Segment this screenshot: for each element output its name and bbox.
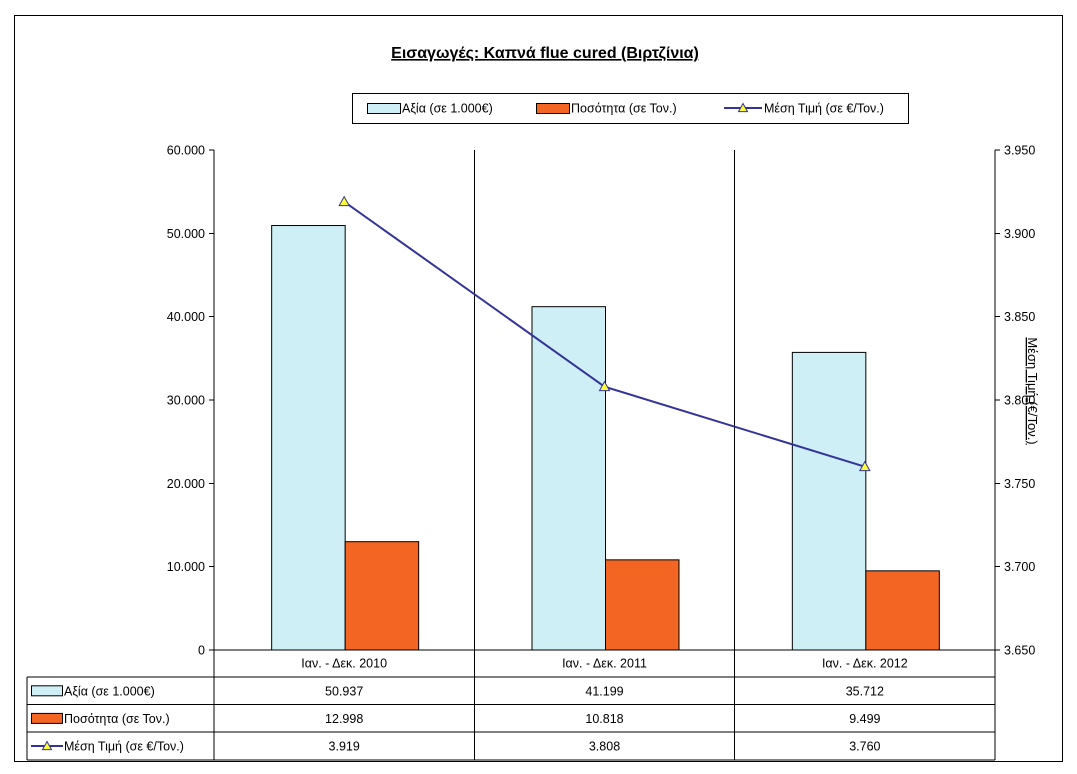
table-legend-key-marker-2 <box>41 740 53 751</box>
table-row-label-2: Μέση Τιμή (σε €/Τον.) <box>64 740 184 754</box>
chart-title: Εισαγωγές: Καπνά flue cured (Βιρτζίνια) <box>391 45 699 62</box>
legend-key-0 <box>367 103 401 114</box>
table-value-2-1: 3.808 <box>589 740 620 754</box>
bar-series-0-category-2 <box>791 351 867 651</box>
right-axis-tick-label: 3.900 <box>1004 227 1035 241</box>
table-row-label-1: Ποσότητα (σε Τον.) <box>64 712 170 726</box>
right-axis-tick-label: 3.650 <box>1004 644 1035 658</box>
data-table: Ιαν. - Δεκ. 2010 Ιαν. - Δεκ. 2011 Ιαν. - Δ… <box>26 650 996 761</box>
legend-label-2: Μέση Τιμή (σε €/Τον.) <box>764 102 884 116</box>
line-marker-2-category-0 <box>338 195 351 207</box>
legend-key-1 <box>536 103 570 114</box>
left-axis-tick-label: 20.000 <box>167 477 205 491</box>
legend-box <box>352 93 909 124</box>
table-value-1-2: 9.499 <box>849 712 880 726</box>
table-value-2-0: 3.919 <box>329 740 360 754</box>
legend-key-marker-2 <box>737 102 749 113</box>
legend: Αξία (σε 1.000€) Ποσότητα (σε Τον.) Μέση Τ… <box>352 93 909 124</box>
right-axis-title: Μέση Τιμή (€/Τον.) <box>1025 337 1040 444</box>
bar-series-1-category-1 <box>605 559 680 651</box>
plot-area: 0 10.000 20.000 30.000 40.000 50.000 60.000 3.6… <box>167 144 1036 658</box>
left-axis-tick-label: 60.000 <box>167 144 205 158</box>
right-axis-tick-label: 3.850 <box>1004 310 1035 324</box>
category-label-0: Ιαν. - Δεκ. 2010 <box>301 657 387 671</box>
table-value-1-1: 10.818 <box>585 712 623 726</box>
right-axis-tick-label: 3.800 <box>1004 394 1035 408</box>
table-value-2-2: 3.760 <box>849 740 880 754</box>
left-axis-tick-label: 30.000 <box>167 394 205 408</box>
bar-series-0-category-0 <box>271 225 346 651</box>
bar-series-1-category-2 <box>865 570 940 651</box>
left-axis-tick-label: 0 <box>198 644 205 658</box>
legend-label-0: Αξία (σε 1.000€) <box>402 102 493 116</box>
table-legend-key-1 <box>31 712 63 724</box>
left-axis-tick-label: 10.000 <box>167 560 205 574</box>
table-value-1-0: 12.998 <box>325 712 363 726</box>
table-legend-key-0 <box>31 685 63 697</box>
right-axis-tick-label: 3.700 <box>1004 560 1035 574</box>
right-axis-tick-label: 3.950 <box>1004 144 1035 158</box>
table-value-0-2: 35.712 <box>846 684 884 698</box>
left-axis-tick-label: 40.000 <box>167 310 205 324</box>
line-marker-2-category-1 <box>598 380 611 392</box>
table-value-0-1: 41.199 <box>585 684 623 698</box>
right-axis-tick-label: 3.750 <box>1004 477 1035 491</box>
left-axis-tick-label: 50.000 <box>167 227 205 241</box>
table-row-label-0: Αξία (σε 1.000€) <box>64 684 155 698</box>
bar-series-1-category-0 <box>344 541 420 651</box>
bar-series-0-category-1 <box>531 306 606 651</box>
table-value-0-0: 50.937 <box>325 684 363 698</box>
category-label-2: Ιαν. - Δεκ. 2012 <box>822 657 908 671</box>
category-label-1: Ιαν. - Δεκ. 2011 <box>562 657 647 671</box>
legend-label-1: Ποσότητα (σε Τον.) <box>571 102 677 116</box>
line-marker-2-category-2 <box>858 460 871 472</box>
